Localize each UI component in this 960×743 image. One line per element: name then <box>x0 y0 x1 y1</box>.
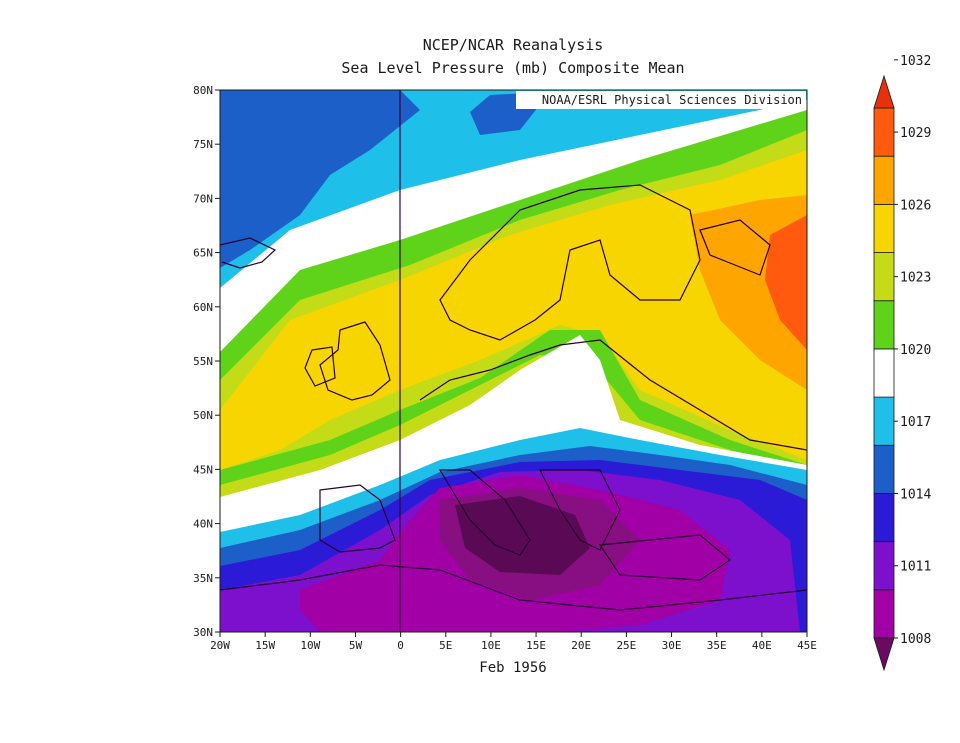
colorbar-label: 1008 <box>900 632 931 647</box>
x-tick-label: 45E <box>797 639 817 652</box>
colorbar-label: 1020 <box>900 343 931 358</box>
chart-title-line-2: Sea Level Pressure (mb) Composite Mean <box>341 59 684 77</box>
colorbar-max-triangle <box>873 74 895 109</box>
iceland-coast <box>220 237 277 269</box>
credit-box <box>516 91 806 109</box>
colorbar-min-triangle <box>873 637 895 672</box>
colorbar-swatch <box>873 107 895 157</box>
colorbar-label: 1032 <box>900 54 931 69</box>
iberia-coast <box>319 484 396 553</box>
balkans-coast <box>539 469 621 551</box>
y-tick-label: 30N <box>193 626 213 639</box>
great-britain-coast <box>319 321 391 401</box>
colorbar-swatch <box>873 300 895 350</box>
x-tick-label: 10E <box>481 639 501 652</box>
chart-title-line-1: NCEP/NCAR Reanalysis <box>423 36 604 54</box>
x-axis-label: Feb 1956 <box>479 660 546 676</box>
colorbar-swatch <box>873 348 895 398</box>
colorbar-swatch <box>873 252 895 302</box>
italy-coast <box>438 469 531 556</box>
x-tick-label: 25E <box>616 639 636 652</box>
scandinavia-coast <box>439 184 701 341</box>
band-1026 <box>220 150 807 470</box>
credit-text: NOAA/ESRL Physical Sciences Division <box>542 93 802 107</box>
colorbar-swatch <box>873 155 895 205</box>
x-tick-label: 5E <box>439 639 452 652</box>
y-tick-label: 55N <box>193 355 213 368</box>
anatolia-coast <box>598 534 732 581</box>
colorbar-label: 1017 <box>900 415 931 430</box>
x-tick-label: 20W <box>210 639 230 652</box>
y-tick-label: 40N <box>193 518 213 531</box>
colorbar: 1008 1011 1014 1017 1020 1023 1026 1029 1032 <box>873 54 931 672</box>
colorbar-swatch <box>873 203 895 253</box>
colorbar-label: 1029 <box>900 126 931 141</box>
colorbar-label: 1011 <box>900 560 931 575</box>
colorbar-swatch <box>873 541 895 591</box>
y-axis: 30N 35N 40N 45N 50N 55N 60N 65N 70N 75N 80N <box>193 84 220 639</box>
x-tick-label: 40E <box>752 639 772 652</box>
pressure-field <box>220 90 807 632</box>
y-tick-label: 80N <box>193 84 213 97</box>
y-tick-label: 65N <box>193 247 213 260</box>
kola-white-sea-coast <box>699 219 771 276</box>
x-tick-label: 10W <box>300 639 320 652</box>
north-africa-coast <box>220 564 807 611</box>
colorbar-swatch <box>873 589 895 639</box>
x-axis: 20W 15W 10W 5W 0 5E 10E 15E 20E 25E 30E 35E 40E 45E <box>210 632 817 652</box>
coastlines <box>220 184 807 611</box>
colorbar-label: 1026 <box>900 198 931 213</box>
colorbar-label: 1014 <box>900 487 931 502</box>
x-tick-label: 5W <box>349 639 363 652</box>
low-center-1008 <box>455 496 590 575</box>
y-tick-label: 70N <box>193 192 213 205</box>
colorbar-label: 1023 <box>900 271 931 286</box>
ireland-coast <box>304 346 336 387</box>
x-tick-label: 15E <box>526 639 546 652</box>
y-tick-label: 35N <box>193 572 213 585</box>
band-1014-north <box>220 90 420 268</box>
y-tick-label: 75N <box>193 138 213 151</box>
x-tick-label: 0 <box>397 639 404 652</box>
x-tick-label: 15W <box>255 639 275 652</box>
x-tick-label: 20E <box>571 639 591 652</box>
y-tick-label: 50N <box>193 409 213 422</box>
y-tick-label: 45N <box>193 463 213 476</box>
north-europe-coast <box>419 339 807 451</box>
x-tick-label: 30E <box>662 639 682 652</box>
colorbar-swatch <box>873 444 895 494</box>
x-tick-label: 35E <box>707 639 727 652</box>
y-tick-label: 60N <box>193 301 213 314</box>
band-1031 <box>765 215 807 350</box>
colorbar-swatch <box>873 396 895 446</box>
colorbar-swatch <box>873 493 895 543</box>
